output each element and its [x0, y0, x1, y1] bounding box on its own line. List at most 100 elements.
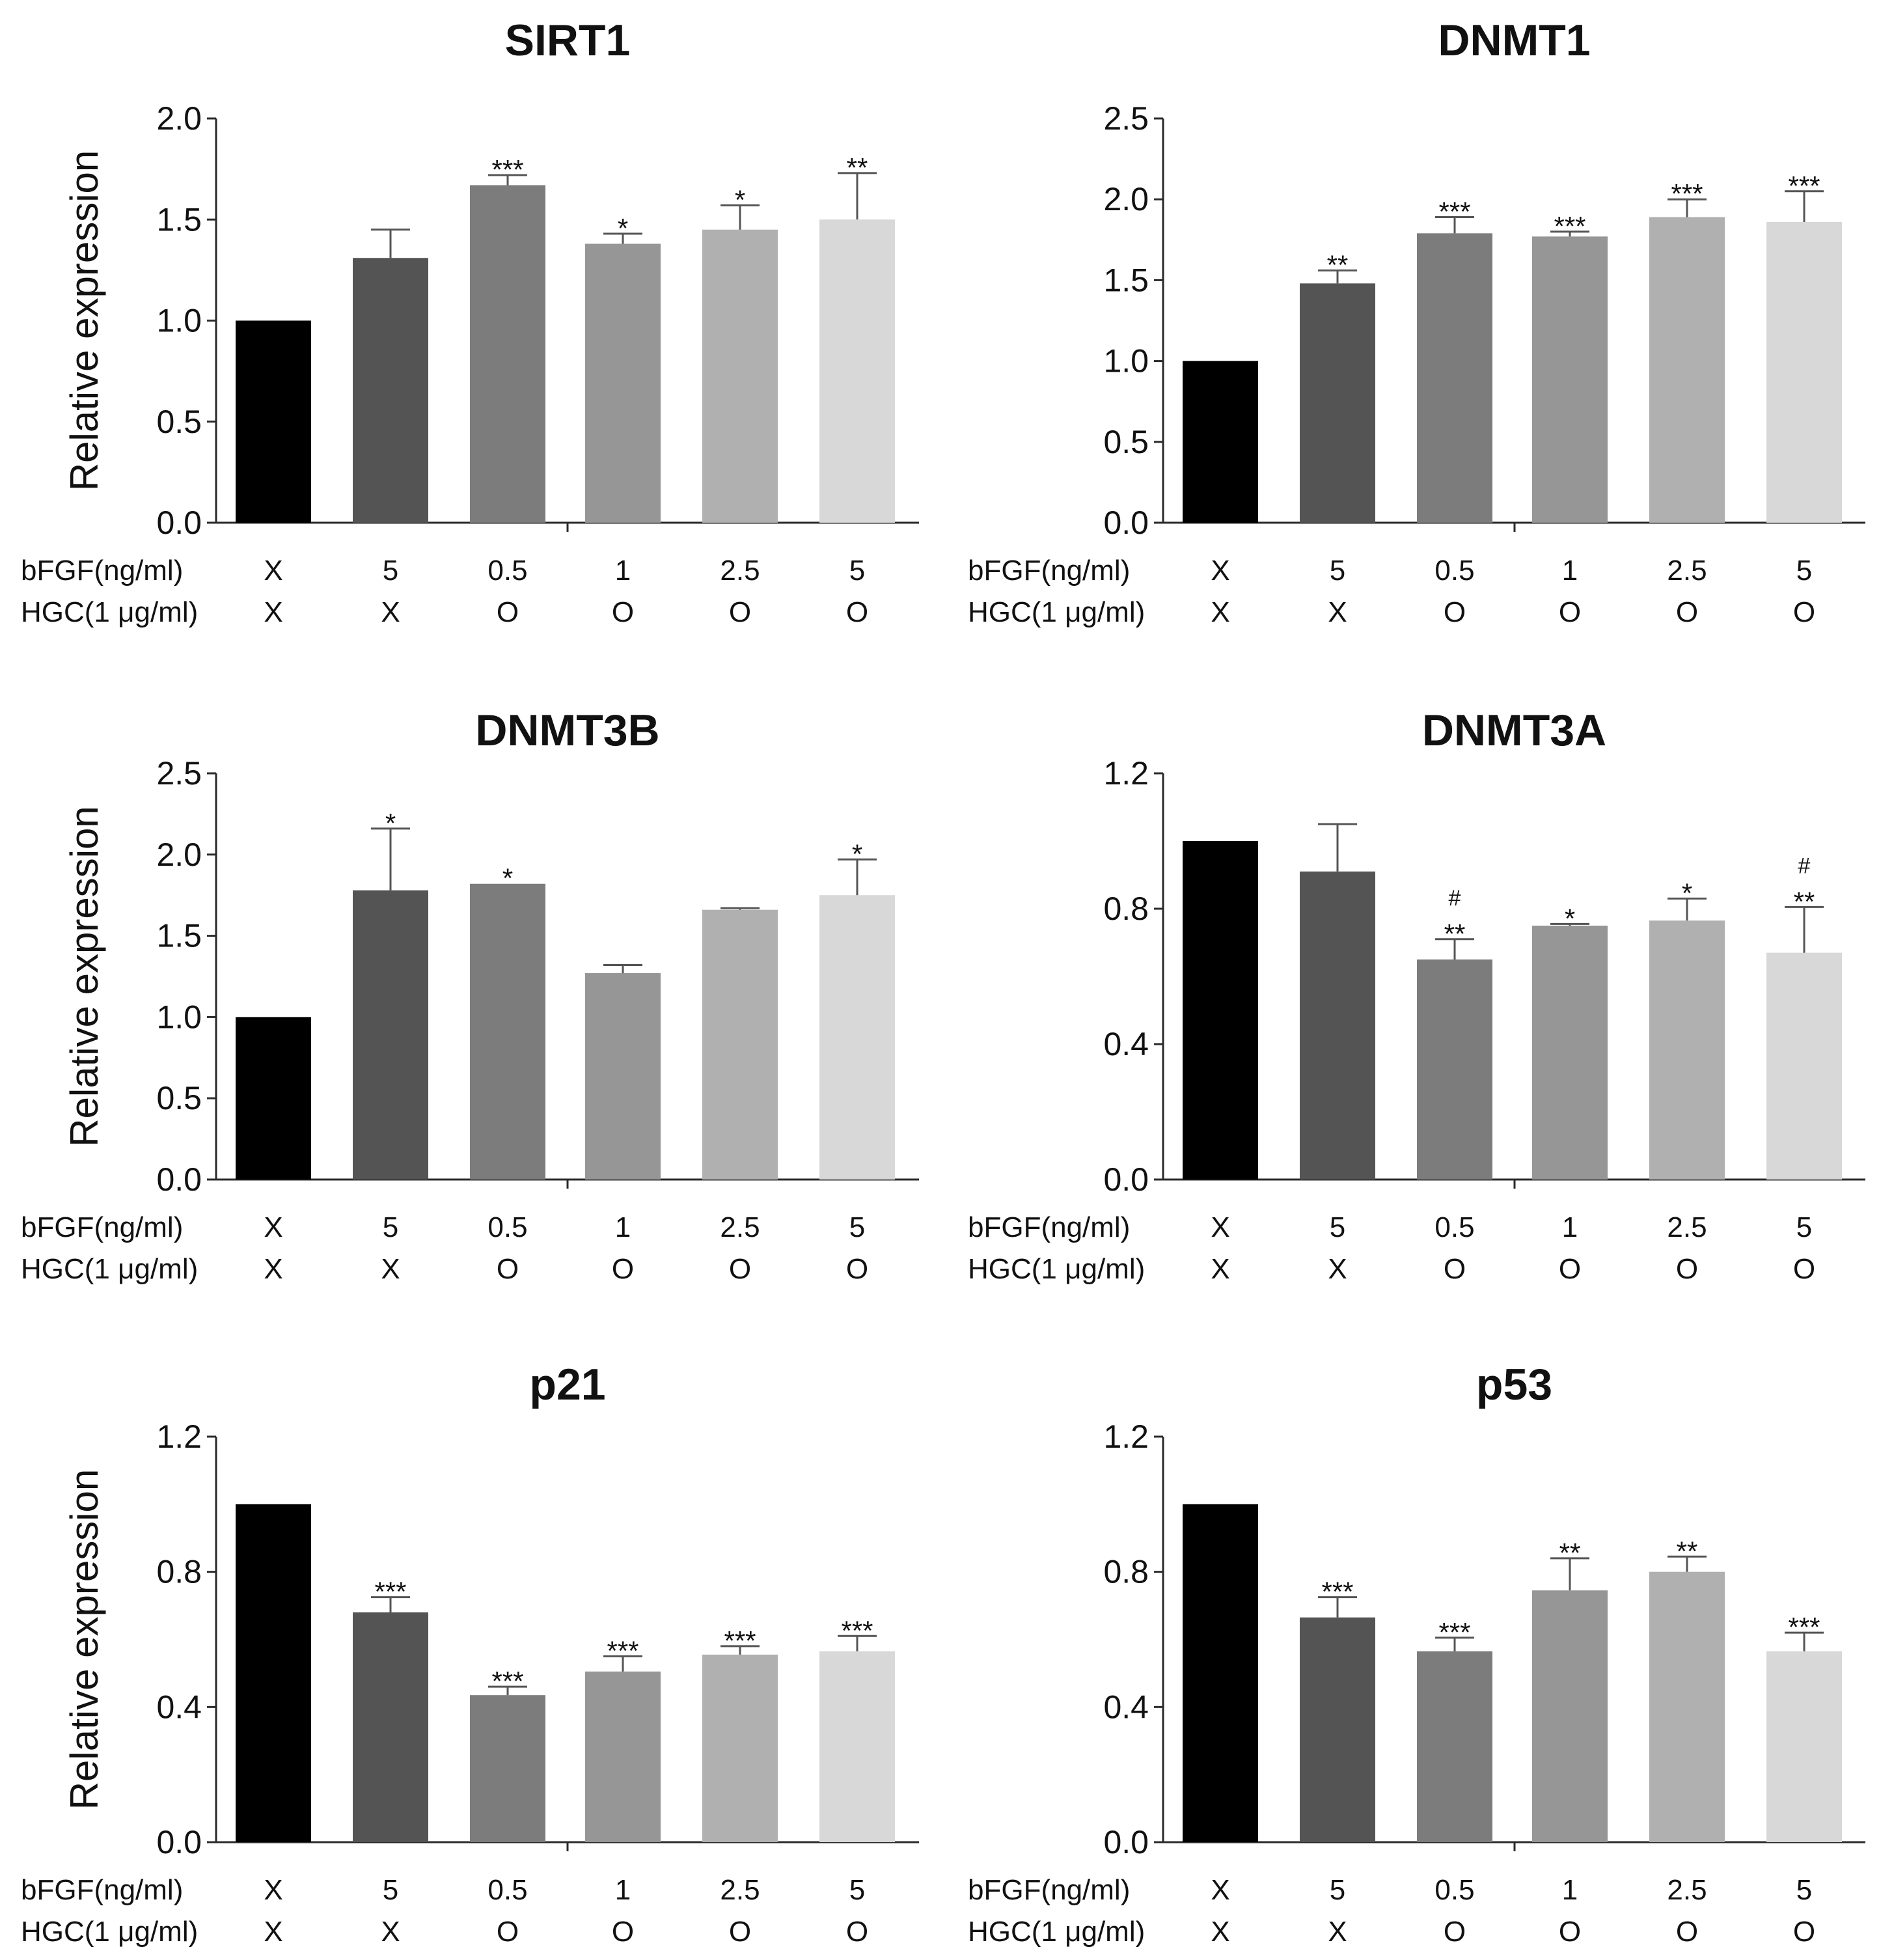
- bar-3: [1417, 959, 1492, 1180]
- chart-panel-p53: p530.00.40.81.2XX***5X***0.5O**1O**2.5O*…: [968, 1360, 1865, 1948]
- bfgf-value: 5: [383, 1211, 398, 1243]
- y-tick-label: 2.5: [1103, 100, 1149, 137]
- y-tick-label: 0.0: [1103, 1824, 1149, 1860]
- bar-5: [702, 909, 778, 1180]
- y-tick-label: 1.2: [1103, 1418, 1149, 1455]
- bfgf-value: 5: [1330, 1211, 1345, 1243]
- bfgf-value: 0.5: [1434, 555, 1474, 587]
- hgc-value: O: [846, 1916, 868, 1948]
- hgc-value: X: [1328, 1916, 1347, 1948]
- y-tick-label: 1.0: [1103, 343, 1149, 380]
- chart-panel-dnmt3a: DNMT3A0.00.40.81.2XX5X**#0.5O*1O*2.5O**#…: [968, 706, 1865, 1285]
- bfgf-value: X: [264, 1874, 282, 1906]
- bar-2: [353, 1612, 428, 1842]
- y-tick-label: 1.2: [1103, 755, 1149, 792]
- hgc-value: O: [1444, 596, 1466, 628]
- y-tick-label: 0.4: [1103, 1689, 1149, 1725]
- bar-1: [236, 1504, 311, 1842]
- bfgf-value: 1: [1562, 1211, 1578, 1243]
- bar-5: [1649, 920, 1725, 1180]
- hgc-value: O: [497, 1916, 519, 1948]
- bfgf-value: 5: [383, 1874, 398, 1906]
- bar-2: [1300, 871, 1375, 1180]
- hgc-value: O: [1559, 1916, 1581, 1948]
- y-tick-label: 2.0: [156, 836, 202, 873]
- hgc-row-label: HGC(1 μg/ml): [21, 596, 198, 628]
- bar-4: [585, 243, 661, 523]
- bar-6: [819, 895, 895, 1180]
- hgc-value: X: [381, 1253, 400, 1285]
- bfgf-value: 2.5: [1667, 1211, 1707, 1243]
- hgc-row-label: HGC(1 μg/ml): [21, 1916, 198, 1948]
- hgc-value: O: [612, 596, 634, 628]
- hgc-value: O: [1559, 1253, 1581, 1285]
- bfgf-row-label: bFGF(ng/ml): [968, 555, 1130, 587]
- y-tick-label: 0.8: [1103, 890, 1149, 927]
- hgc-value: O: [846, 596, 868, 628]
- y-tick-label: 1.2: [156, 1418, 202, 1455]
- bfgf-value: 5: [849, 1874, 865, 1906]
- chart-title: DNMT3B: [475, 706, 659, 755]
- y-tick-label: 0.4: [1103, 1026, 1149, 1062]
- bar-4: [585, 973, 661, 1180]
- significance-mark: ***: [491, 1666, 523, 1696]
- bar-4: [585, 1671, 661, 1842]
- chart-panel-sirt1: SIRT1 Relative expression 0.0 0.5 1.0 1.5 2.0 X…: [21, 16, 919, 628]
- hgc-row-label: HGC(1 μg/ml): [968, 1253, 1145, 1285]
- bar-6: [1766, 1651, 1842, 1842]
- bar-3: [470, 883, 545, 1180]
- significance-mark: **: [1559, 1538, 1581, 1568]
- bfgf-value: 2.5: [720, 555, 760, 587]
- y-tick-label: 0.0: [1103, 504, 1149, 541]
- bfgf-value: X: [264, 555, 282, 587]
- bfgf-value: 1: [1562, 555, 1578, 587]
- bfgf-value: 0.5: [487, 555, 527, 587]
- y-tick-label: 2.5: [156, 755, 202, 792]
- significance-mark: ***: [1438, 197, 1470, 227]
- hgc-value: O: [497, 596, 519, 628]
- bar-3: [470, 1695, 545, 1842]
- hgc-value: O: [1676, 1253, 1698, 1285]
- bfgf-value: 5: [1796, 555, 1812, 587]
- hgc-value: O: [612, 1916, 634, 1948]
- hgc-value: O: [1793, 1916, 1815, 1948]
- hgc-value: O: [1793, 596, 1815, 628]
- hgc-value: X: [1211, 596, 1229, 628]
- bfgf-value: 5: [1796, 1874, 1812, 1906]
- bfgf-value: X: [1211, 555, 1229, 587]
- significance-mark: *: [618, 213, 628, 243]
- bar-3: [470, 185, 545, 523]
- chart-title: p53: [1476, 1360, 1552, 1409]
- bar-1: [1183, 1504, 1258, 1842]
- chart-panel-dnmt1: DNMT10.00.51.01.52.02.5XX**5X***0.5O***1…: [968, 16, 1865, 628]
- hgc-value: O: [729, 596, 751, 628]
- bar-6: [819, 1651, 895, 1842]
- hgc-value: X: [1328, 1253, 1347, 1285]
- hgc-row-label: HGC(1 μg/ml): [968, 596, 1145, 628]
- y-tick-label: 0.0: [1103, 1161, 1149, 1198]
- hgc-value: O: [846, 1253, 868, 1285]
- y-tick-label: 1.5: [156, 201, 202, 238]
- hgc-value: X: [264, 1916, 282, 1948]
- bar-4: [1532, 1590, 1608, 1842]
- significance-mark: *: [852, 838, 862, 869]
- y-tick-label: 1.5: [1103, 262, 1149, 298]
- significance-mark: ***: [1788, 1612, 1820, 1642]
- significance-mark: *: [502, 863, 513, 894]
- hgc-value: O: [729, 1916, 751, 1948]
- bfgf-row-label: bFGF(ng/ml): [968, 1874, 1130, 1906]
- significance-mark: *: [1682, 877, 1692, 908]
- y-tick-label: 1.0: [156, 303, 202, 339]
- bar-1: [236, 320, 311, 523]
- bar-6: [1766, 221, 1842, 523]
- bar-2: [1300, 283, 1375, 523]
- significance-mark: ***: [607, 1635, 638, 1666]
- bar-6: [819, 219, 895, 523]
- chart-panel-dnmt3b: DNMT3B Relative expression 0.0 0.5 1.0 1.5 2.0…: [21, 706, 919, 1285]
- y-tick-label: 0.8: [156, 1554, 202, 1590]
- hgc-value: O: [1444, 1253, 1466, 1285]
- y-tick-label: 0.0: [156, 1824, 202, 1860]
- y-tick-label: 2.0: [1103, 181, 1149, 217]
